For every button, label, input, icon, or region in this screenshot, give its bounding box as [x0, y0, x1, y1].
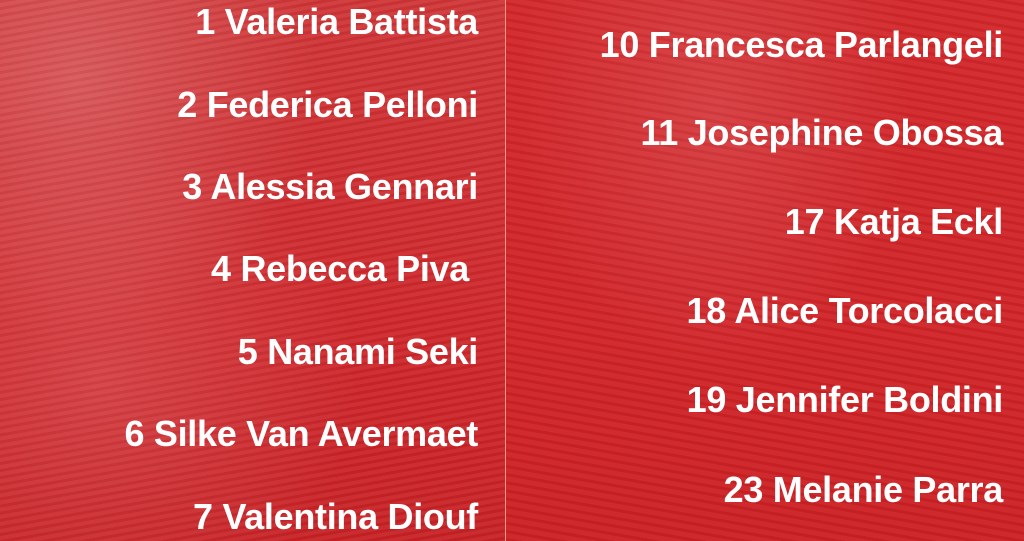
player-name: 23 Melanie Parra [723, 469, 1004, 510]
player-name: 10 Francesca Parlangeli [599, 24, 1004, 65]
column-divider [505, 0, 506, 541]
player-name: 4 Rebecca Piva [211, 248, 469, 289]
arena-photo-left [0, 0, 505, 541]
player-name: 5 Nanami Seki [237, 331, 479, 372]
player-name: 1 Valeria Battista [195, 1, 478, 42]
player-name: 19 Jennifer Boldini [686, 379, 1004, 420]
player-name: 7 Valentina Diouf [193, 496, 478, 537]
player-name: 6 Silke Van Avermaet [124, 413, 478, 454]
player-name: 3 Alessia Gennari [182, 166, 478, 207]
arena-photo-right [506, 0, 1024, 541]
player-name: 11 Josephine Obossa [640, 112, 1004, 153]
player-name: 2 Federica Pelloni [177, 84, 478, 125]
player-name: 17 Katja Eckl [784, 201, 1004, 242]
player-name: 18 Alice Torcolacci [686, 290, 1004, 331]
